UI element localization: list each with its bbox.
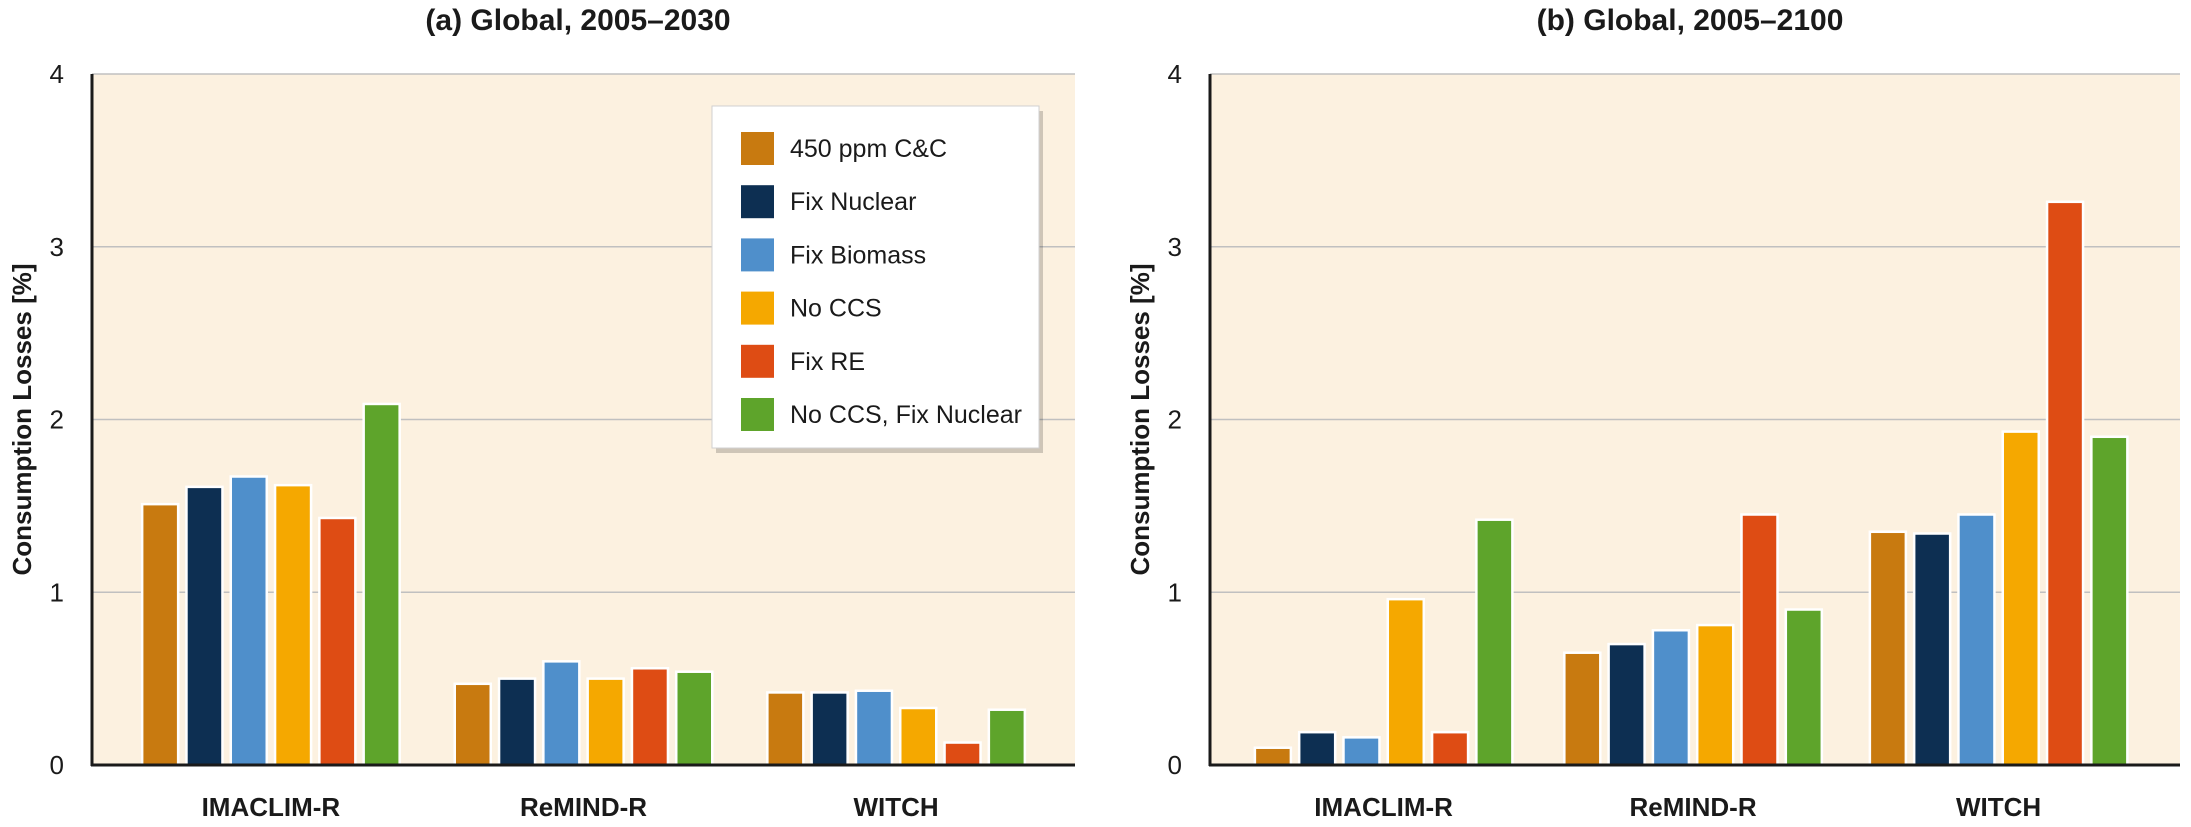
bar-witch-fix-re [943, 741, 982, 767]
y-tick-label: 0 [50, 750, 64, 780]
panel-b: 0 1 2 3 4 IMACLIM-R ReMIND-R WITCH (b) Global,… [1125, 4, 2180, 822]
category-labels: IMACLIM-R ReMIND-R WITCH [202, 792, 939, 822]
y-tick-label: 2 [50, 405, 64, 435]
y-tick-labels: 0 1 2 3 4 [50, 59, 64, 780]
bar-witch-fix-biomass [854, 689, 894, 767]
category-label: ReMIND-R [520, 792, 647, 822]
category-label: WITCH [1956, 792, 2041, 822]
legend-swatch-450-ppm-c-c [741, 132, 774, 165]
y-tick-label: 0 [1168, 750, 1182, 780]
bar-remind-r-no-ccs-fix-nuclear [1784, 608, 1824, 767]
bar-imaclim-r-450-ppm-c-c [140, 502, 180, 767]
bar-imaclim-r-fix-nuclear [185, 485, 224, 767]
y-tick-label: 4 [1168, 59, 1182, 89]
legend-label-no-ccs: No CCS [790, 295, 882, 323]
y-tick-label: 1 [50, 577, 64, 607]
bar-witch-fix-biomass [1957, 513, 1996, 767]
category-label: IMACLIM-R [1314, 792, 1453, 822]
legend-swatch-no-ccs-fix-nuclear [741, 398, 774, 431]
bar-remind-r-fix-re [1740, 513, 1779, 767]
bar-imaclim-r-fix-nuclear [1297, 730, 1337, 767]
bar-imaclim-r-no-ccs [1386, 597, 1426, 767]
bar-remind-r-no-ccs [1695, 623, 1735, 767]
bar-witch-fix-nuclear [1912, 532, 1952, 767]
y-tick-label: 1 [1168, 577, 1182, 607]
category-label: ReMIND-R [1630, 792, 1757, 822]
y-tick-label: 4 [50, 59, 64, 89]
y-tick-label: 3 [1168, 232, 1182, 262]
bar-imaclim-r-no-ccs-fix-nuclear [362, 402, 401, 767]
bar-witch-fix-nuclear [810, 691, 849, 767]
bar-witch-no-ccs [2001, 430, 2041, 767]
legend-label-fix-re: Fix RE [790, 348, 865, 376]
bar-witch-450-ppm-c-c [766, 691, 805, 767]
bar-witch-no-ccs-fix-nuclear [987, 708, 1027, 767]
legend-label-450-ppm-c-c: 450 ppm C&C [790, 135, 947, 163]
legend-swatch-fix-biomass [741, 238, 774, 272]
bar-remind-r-450-ppm-c-c [1563, 651, 1602, 767]
y-axis-label: Consumption Losses [%] [1125, 263, 1155, 575]
legend-label-fix-nuclear: Fix Nuclear [790, 188, 916, 216]
bar-imaclim-r-450-ppm-c-c [1253, 746, 1293, 767]
y-tick-label: 2 [1168, 405, 1182, 435]
bar-witch-no-ccs [898, 706, 938, 767]
bar-remind-r-no-ccs-fix-nuclear [675, 670, 714, 767]
legend-label-no-ccs-fix-nuclear: No CCS, Fix Nuclear [790, 401, 1022, 429]
bar-remind-r-fix-biomass [1651, 629, 1691, 767]
y-tick-label: 3 [50, 232, 64, 262]
bar-remind-r-450-ppm-c-c [453, 682, 492, 767]
bar-imaclim-r-fix-biomass [1342, 736, 1381, 767]
chart-title: (a) Global, 2005–2030 [425, 4, 730, 37]
category-label: WITCH [853, 792, 938, 822]
category-labels: IMACLIM-R ReMIND-R WITCH [1314, 792, 2041, 822]
bar-imaclim-r-fix-re [1430, 730, 1470, 767]
legend-swatch-no-ccs [741, 291, 774, 325]
bar-remind-r-fix-nuclear [1607, 642, 1646, 767]
bar-remind-r-no-ccs [586, 677, 625, 767]
bar-witch-fix-re [2045, 200, 2085, 767]
bars [1253, 200, 2129, 767]
bar-remind-r-fix-biomass [542, 660, 581, 767]
bar-witch-450-ppm-c-c [1868, 530, 1908, 767]
bar-imaclim-r-fix-re [318, 516, 357, 767]
legend-swatch-fix-re [741, 344, 774, 378]
y-axis-label: Consumption Losses [%] [7, 263, 37, 575]
bar-imaclim-r-no-ccs-fix-nuclear [1475, 518, 1514, 767]
bar-witch-no-ccs-fix-nuclear [2090, 435, 2129, 767]
bar-remind-r-fix-nuclear [497, 677, 537, 767]
y-tick-labels: 0 1 2 3 4 [1168, 59, 1182, 780]
bar-imaclim-r-no-ccs [273, 483, 313, 767]
bar-imaclim-r-fix-biomass [229, 475, 269, 767]
chart-title: (b) Global, 2005–2100 [1537, 4, 1844, 37]
panel-a: 0 1 2 3 4 IMACLIM-R ReMIND-R WITCH (a) Global,… [7, 4, 1075, 822]
bars [140, 402, 1027, 767]
bar-remind-r-fix-re [630, 667, 670, 767]
legend: 450 ppm C&C Fix Nuclear Fix Biomass No CCS F… [711, 105, 1043, 453]
legend-label-fix-biomass: Fix Biomass [790, 241, 926, 269]
category-label: IMACLIM-R [202, 792, 341, 822]
legend-swatch-fix-nuclear [741, 185, 774, 219]
